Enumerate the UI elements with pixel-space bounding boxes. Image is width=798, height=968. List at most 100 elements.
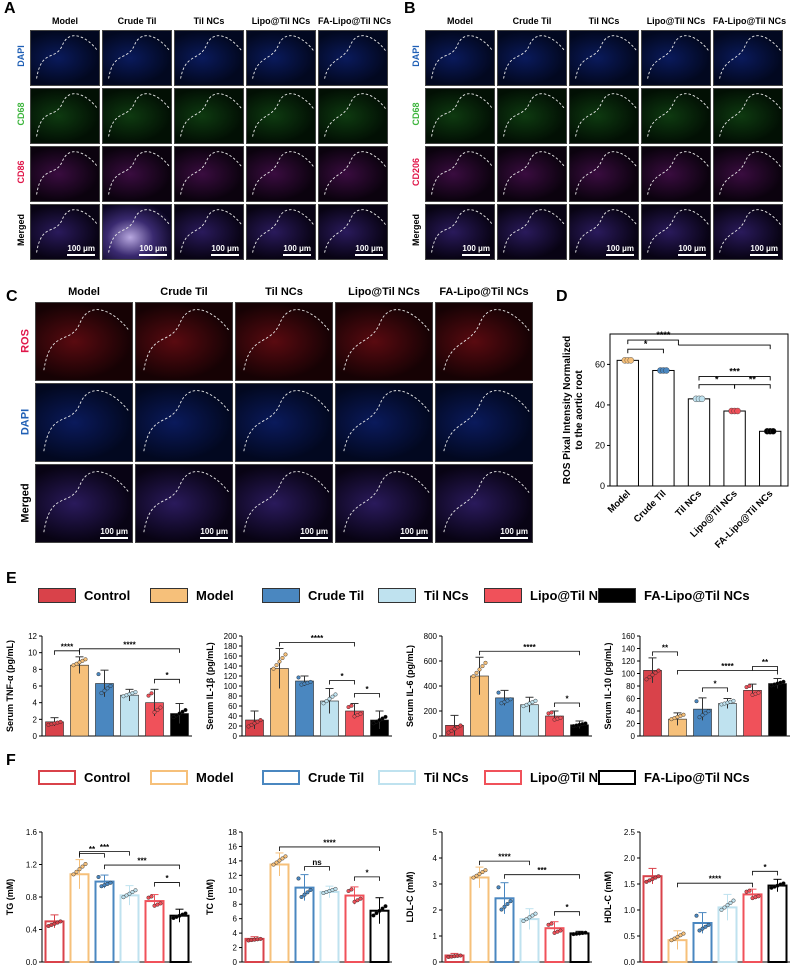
row-label-cd68: CD68 [411, 102, 421, 126]
significance-bracket [677, 670, 778, 675]
y-tick-label: 3 [433, 880, 438, 889]
micrograph-ros-fa-lipo-til-ncs [435, 302, 533, 381]
significance-label: * [565, 903, 569, 912]
y-tick-label: 14 [228, 857, 237, 866]
row-label-ros: ROS [19, 328, 31, 353]
significance-label: * [365, 868, 369, 877]
y-tick-label: 140 [622, 645, 636, 654]
micrograph-cd206-fa-lipo-til-ncs [713, 146, 783, 202]
legend-swatch [38, 770, 76, 785]
data-point [449, 728, 454, 733]
data-point [180, 709, 185, 714]
tissue-outline [503, 209, 565, 253]
scale-bar-label: 100 μm [606, 244, 634, 253]
tissue-outline [180, 151, 242, 195]
chart-serum-il-10: 0 20 40 60 80 100 120 140 160 Serum IL-10 (pg/mL)… [603, 632, 790, 741]
data-point [756, 690, 761, 695]
data-point [296, 675, 301, 680]
column-header-til-ncs: Til NCs [265, 286, 303, 298]
row-label-merged: Merged [19, 482, 31, 523]
significance-label: * [644, 339, 648, 349]
data-point [171, 715, 176, 720]
y-tick-label: 16 [228, 842, 237, 851]
y-tick-label: 12 [228, 871, 237, 880]
significance-bracket [652, 651, 678, 656]
significance-label: ** [762, 658, 769, 667]
significance-bracket [677, 882, 753, 888]
y-tick-label: 140 [224, 662, 238, 671]
y-tick-label: 4 [33, 699, 38, 708]
legend-label: Lipo@Til NCs [530, 770, 615, 785]
legend-swatch [378, 770, 416, 785]
micrograph-ros-model [35, 302, 133, 381]
data-point [728, 900, 733, 905]
significance-bracket [752, 870, 778, 876]
data-point [277, 858, 282, 863]
data-point [283, 652, 288, 657]
data-point [694, 913, 699, 918]
data-point [255, 719, 260, 724]
data-point [656, 668, 661, 673]
data-point [149, 894, 154, 899]
tissue-outline [252, 151, 314, 195]
y-tick-label: 200 [424, 707, 438, 716]
data-point [756, 894, 761, 899]
data-point [458, 723, 463, 728]
data-point [527, 915, 532, 920]
data-point [130, 889, 135, 894]
data-point [158, 901, 163, 906]
bar-lipo-til-ncs [742, 893, 763, 963]
tissue-outline [647, 151, 709, 195]
scale-bar-label: 100 μm [139, 244, 167, 253]
data-point [505, 901, 510, 906]
significance-label: * [763, 863, 767, 872]
panel-e-label: E [6, 570, 17, 587]
significance-bracket [554, 911, 580, 916]
bar-lipo-til-ncs [344, 894, 365, 963]
data-point [299, 894, 304, 899]
data-point [96, 874, 101, 879]
y-tick-label: 400 [424, 682, 438, 691]
data-point [675, 934, 680, 939]
legend-item-lipo-til-ncs: Lipo@Til NCs [484, 770, 615, 785]
significance-bracket [104, 864, 180, 870]
data-point [183, 708, 188, 713]
y-tick-label: 1.0 [624, 906, 636, 915]
row-label-cd86: CD86 [16, 160, 26, 184]
bar-fa-lipo-til-ncs [569, 932, 590, 964]
significance-label: *** [537, 866, 547, 875]
significance-label: * [565, 695, 569, 704]
data-point [58, 919, 63, 924]
legend-item-crude-til: Crude Til [262, 588, 364, 603]
micrograph-cd68-model [425, 88, 495, 144]
tissue-outline [43, 390, 130, 452]
y-tick-label: 600 [424, 657, 438, 666]
data-point [121, 895, 126, 900]
bar-til-ncs [319, 890, 340, 963]
legend-label: FA-Lipo@Til NCs [644, 770, 750, 785]
x-tick-label: Crude Til [632, 488, 669, 525]
tissue-outline [243, 471, 330, 533]
data-point [58, 719, 63, 724]
significance-label: **** [721, 662, 734, 671]
panel-b-label: B [404, 0, 416, 17]
data-point [656, 874, 661, 879]
tissue-outline [575, 35, 637, 79]
y-tick-label: 10 [228, 886, 237, 895]
y-tick-label: 2 [433, 906, 438, 915]
micrograph-dapi-model [35, 383, 133, 462]
panel-a-label: A [4, 0, 16, 17]
micrograph-merged-crude-til: 100 μm [497, 204, 567, 260]
y-tick-label: 0.5 [624, 932, 636, 941]
micrograph-dapi-crude-til [497, 30, 567, 86]
data-point [697, 715, 702, 720]
micrograph-merged-crude-til: 100 μm [135, 464, 233, 543]
data-point [644, 677, 649, 682]
column-header-crude-til: Crude Til [160, 286, 208, 298]
tissue-outline [43, 471, 130, 533]
data-point [558, 928, 563, 933]
scale-bar: 100 μm [750, 244, 778, 256]
tissue-outline [36, 93, 98, 137]
y-tick-label: 10 [28, 649, 37, 658]
